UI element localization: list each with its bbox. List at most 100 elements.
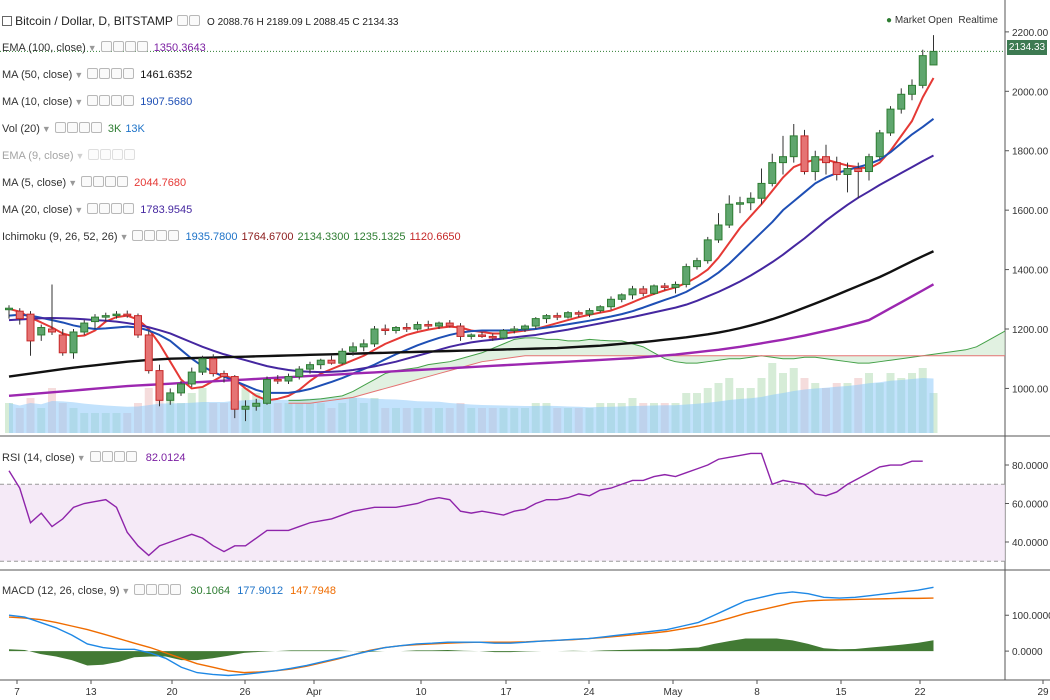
add-icon[interactable] xyxy=(113,451,125,462)
add-icon[interactable] xyxy=(111,95,123,106)
candle-body xyxy=(413,324,422,330)
eye-icon[interactable] xyxy=(132,230,144,241)
settings-icon[interactable] xyxy=(146,584,158,595)
price-tick-label: 1800.00 xyxy=(1012,147,1049,158)
candle-body xyxy=(875,132,884,158)
eye-icon[interactable] xyxy=(88,149,100,160)
settings-icon[interactable] xyxy=(99,203,111,214)
chevron-down-icon[interactable]: ▼ xyxy=(74,97,84,107)
indicator-row[interactable]: MA (5, close) ▼ 2044.7680 xyxy=(2,176,186,190)
chevron-down-icon[interactable]: ▼ xyxy=(75,151,85,161)
candle-body xyxy=(112,313,121,317)
add-icon[interactable] xyxy=(124,41,136,52)
indicator-row[interactable]: EMA (9, close) ▼ xyxy=(2,149,136,163)
candle-body xyxy=(37,327,46,336)
candle-body xyxy=(155,370,164,401)
candle-body xyxy=(703,239,712,262)
chevron-down-icon[interactable]: ▼ xyxy=(68,178,78,188)
indicator-row[interactable]: MA (10, close) ▼ 1907.5680 xyxy=(2,95,192,109)
indicator-row[interactable]: EMA (100, close) ▼ 1350.3643 xyxy=(2,41,206,55)
add-icon[interactable] xyxy=(105,176,117,187)
candle-body xyxy=(757,182,766,199)
macd-legend[interactable]: MACD (12, 26, close, 9) ▼ 30.1064 177.901… xyxy=(2,584,336,598)
settings-icon[interactable] xyxy=(99,95,111,106)
collapse-icon[interactable] xyxy=(2,16,12,26)
volume-bars xyxy=(5,363,938,433)
add-icon[interactable] xyxy=(111,68,123,79)
candle-body xyxy=(187,371,196,385)
close-icon[interactable] xyxy=(124,149,136,160)
close-icon[interactable] xyxy=(123,203,135,214)
price-tick-label: 1000.00 xyxy=(1012,384,1049,395)
close-icon[interactable] xyxy=(170,584,182,595)
eye-icon[interactable] xyxy=(87,68,99,79)
macd-line-value: 177.9012 xyxy=(237,585,284,597)
chevron-down-icon[interactable]: ▼ xyxy=(119,232,129,242)
indicator-name: EMA (100, close) xyxy=(2,42,86,54)
indicator-row[interactable]: MA (20, close) ▼ 1783.9545 xyxy=(2,203,192,217)
eye-icon[interactable] xyxy=(100,41,112,52)
settings-icon[interactable] xyxy=(101,451,113,462)
close-icon[interactable] xyxy=(125,451,137,462)
eye-icon[interactable] xyxy=(87,95,99,106)
close-icon[interactable] xyxy=(168,230,180,241)
time-tick-label: Apr xyxy=(306,687,322,698)
eye-icon[interactable] xyxy=(89,451,101,462)
chevron-down-icon[interactable]: ▼ xyxy=(74,205,84,215)
candle-body xyxy=(521,325,529,330)
settings-icon[interactable] xyxy=(188,15,200,26)
realtime-label: Realtime xyxy=(958,15,998,26)
candle-body xyxy=(617,294,626,300)
eye-icon[interactable] xyxy=(176,15,188,26)
add-icon[interactable] xyxy=(158,584,170,595)
macd-histogram xyxy=(9,638,934,666)
rsi-legend[interactable]: RSI (14, close) ▼ 82.0124 xyxy=(2,451,186,465)
settings-icon[interactable] xyxy=(66,122,78,133)
symbol-header[interactable]: Bitcoin / Dollar, D, BITSTAMP O 2088.76 … xyxy=(2,14,398,28)
eye-icon[interactable] xyxy=(81,176,93,187)
chevron-down-icon[interactable]: ▼ xyxy=(41,124,51,134)
settings-icon[interactable] xyxy=(144,230,156,241)
settings-icon[interactable] xyxy=(112,41,124,52)
settings-icon[interactable] xyxy=(100,149,112,160)
rsi-band xyxy=(0,484,1005,562)
chevron-down-icon[interactable]: ▼ xyxy=(76,453,86,463)
candle-body xyxy=(349,346,357,352)
candle-body xyxy=(660,285,669,288)
candle-body xyxy=(48,328,56,333)
settings-icon[interactable] xyxy=(99,68,111,79)
senkou-span-a xyxy=(288,330,1005,401)
macd-signal-line xyxy=(8,597,934,674)
chevron-down-icon[interactable]: ▼ xyxy=(74,70,84,80)
eye-icon[interactable] xyxy=(54,122,66,133)
indicator-row[interactable]: MA (50, close) ▼ 1461.6352 xyxy=(2,68,192,82)
chevron-down-icon[interactable]: ▼ xyxy=(87,43,97,53)
add-icon[interactable] xyxy=(112,149,124,160)
close-icon[interactable] xyxy=(123,95,135,106)
add-icon[interactable] xyxy=(156,230,168,241)
indicator-value: 1935.7800 xyxy=(185,231,238,243)
close-icon[interactable] xyxy=(123,68,135,79)
close-icon[interactable] xyxy=(136,41,148,52)
add-icon[interactable] xyxy=(111,203,123,214)
candle-body xyxy=(650,285,658,294)
add-icon[interactable] xyxy=(78,122,90,133)
candle-body xyxy=(714,224,723,241)
candle-body xyxy=(220,373,228,378)
candle-body xyxy=(800,135,809,173)
candle-body xyxy=(5,307,13,311)
indicator-row[interactable]: Ichimoku (9, 26, 52, 26) ▼ 1935.7800 1764.6… xyxy=(2,230,461,244)
candle-body xyxy=(467,334,476,337)
eye-icon[interactable] xyxy=(87,203,99,214)
close-icon[interactable] xyxy=(117,176,129,187)
candle-body xyxy=(402,327,411,330)
close-icon[interactable] xyxy=(90,122,102,133)
candle-body xyxy=(359,343,368,348)
indicator-row[interactable]: Vol (20) ▼ 3K 13K xyxy=(2,122,145,136)
settings-icon[interactable] xyxy=(93,176,105,187)
eye-icon[interactable] xyxy=(134,584,146,595)
candle-body xyxy=(553,315,562,318)
chevron-down-icon[interactable]: ▼ xyxy=(121,586,131,596)
time-tick-label: 7 xyxy=(14,687,20,698)
